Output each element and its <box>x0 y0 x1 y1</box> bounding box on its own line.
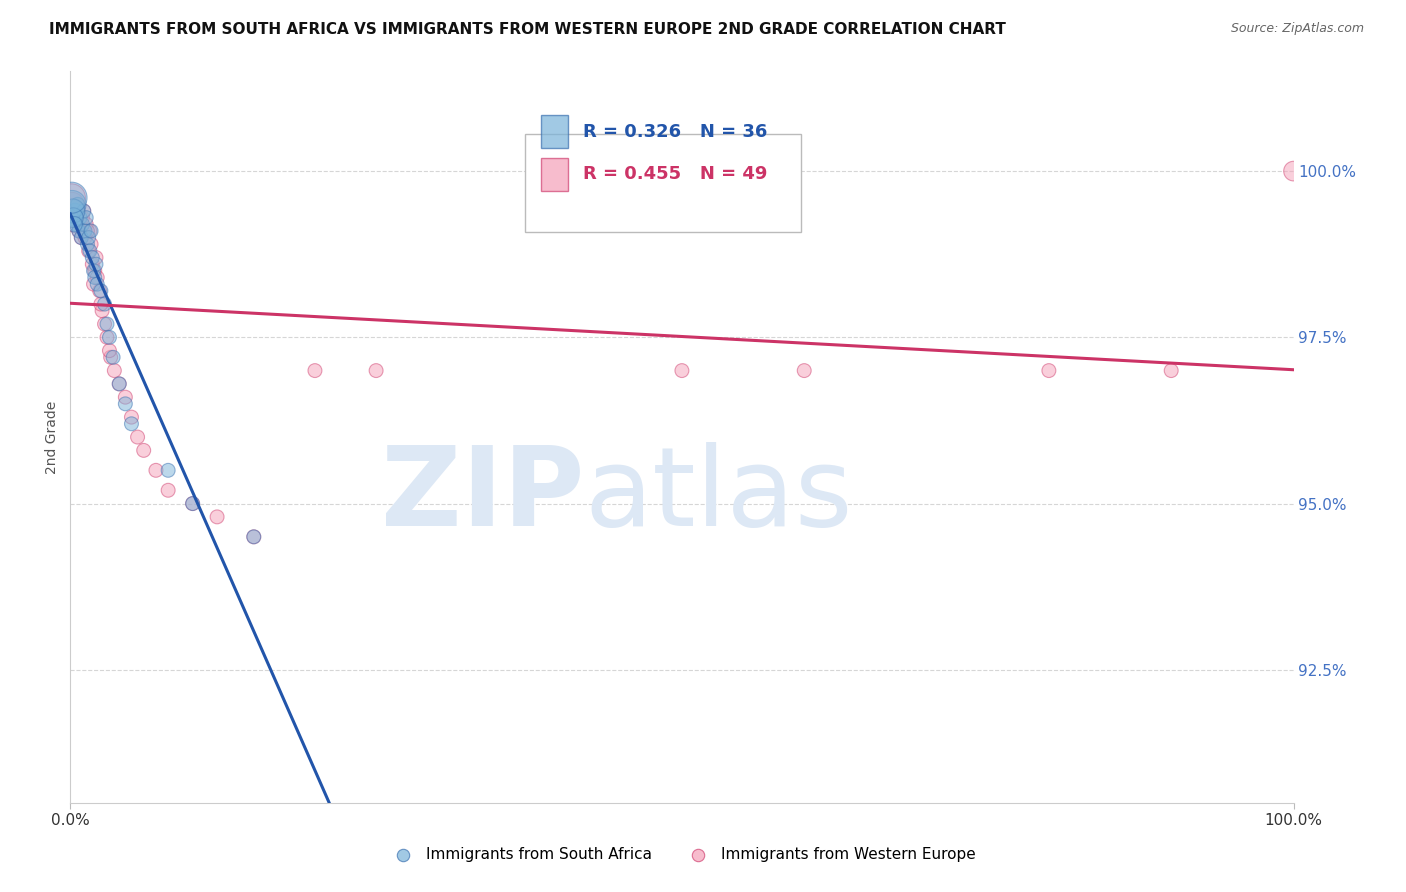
Point <box>66 197 89 211</box>
Point <box>60 197 83 211</box>
Text: atlas: atlas <box>583 442 852 549</box>
Point <box>98 330 121 344</box>
Point <box>181 497 204 511</box>
Point <box>1038 363 1060 377</box>
Point <box>366 363 388 377</box>
Point <box>65 211 87 225</box>
Point <box>73 204 96 219</box>
Point <box>671 363 693 377</box>
Point <box>69 211 91 225</box>
Point <box>82 257 104 271</box>
Point <box>90 297 112 311</box>
Point <box>84 251 107 265</box>
Point <box>108 376 131 391</box>
Text: ZIP: ZIP <box>381 442 583 549</box>
Point <box>83 264 105 278</box>
Text: IMMIGRANTS FROM SOUTH AFRICA VS IMMIGRANTS FROM WESTERN EUROPE 2ND GRADE CORRELA: IMMIGRANTS FROM SOUTH AFRICA VS IMMIGRAN… <box>49 22 1007 37</box>
Point <box>80 224 103 238</box>
Point <box>65 217 87 231</box>
FancyBboxPatch shape <box>526 134 800 232</box>
Text: R = 0.326   N = 36: R = 0.326 N = 36 <box>583 123 768 141</box>
Point <box>157 483 180 498</box>
Point <box>62 211 84 225</box>
Point <box>1282 164 1305 178</box>
Point <box>72 211 94 225</box>
FancyBboxPatch shape <box>541 115 568 148</box>
Point <box>90 284 112 298</box>
Point <box>793 363 815 377</box>
Point <box>86 277 108 292</box>
Point <box>114 390 136 404</box>
Point <box>91 303 114 318</box>
Point <box>86 270 108 285</box>
Point <box>79 224 101 238</box>
Point <box>98 343 121 358</box>
Point <box>93 317 115 331</box>
Point <box>121 410 143 425</box>
Point <box>243 530 266 544</box>
Point <box>89 284 111 298</box>
Point <box>243 530 266 544</box>
Point <box>60 197 83 211</box>
Point <box>304 363 326 377</box>
Point <box>60 191 83 205</box>
Point <box>132 443 155 458</box>
Point <box>103 363 125 377</box>
FancyBboxPatch shape <box>541 158 568 191</box>
Point <box>114 397 136 411</box>
Point <box>79 244 101 258</box>
Point <box>75 217 97 231</box>
Point <box>63 211 86 225</box>
Point <box>77 230 100 244</box>
Point <box>69 217 91 231</box>
Point <box>83 270 105 285</box>
Point <box>145 463 167 477</box>
Point <box>76 237 98 252</box>
Point <box>60 191 83 205</box>
Point <box>93 297 115 311</box>
Point <box>62 204 84 219</box>
Point <box>72 217 94 231</box>
Point <box>96 317 118 331</box>
Point <box>96 330 118 344</box>
Point <box>127 430 149 444</box>
Point <box>121 417 143 431</box>
Point <box>181 497 204 511</box>
Point <box>84 257 107 271</box>
Point <box>205 509 228 524</box>
Point <box>157 463 180 477</box>
Y-axis label: 2nd Grade: 2nd Grade <box>45 401 59 474</box>
Point <box>73 204 96 219</box>
Point <box>73 224 96 238</box>
Text: R = 0.455   N = 49: R = 0.455 N = 49 <box>583 165 768 183</box>
Point <box>108 376 131 391</box>
Point <box>67 224 90 238</box>
Point <box>70 230 93 244</box>
Point <box>62 204 84 219</box>
Legend: Immigrants from South Africa, Immigrants from Western Europe: Immigrants from South Africa, Immigrants… <box>382 841 981 868</box>
Point <box>63 217 86 231</box>
Text: Source: ZipAtlas.com: Source: ZipAtlas.com <box>1230 22 1364 36</box>
Point <box>75 211 97 225</box>
Point <box>63 204 86 219</box>
Point <box>82 251 104 265</box>
Point <box>101 351 124 365</box>
Point <box>62 211 84 225</box>
Point <box>67 224 90 238</box>
Point <box>73 230 96 244</box>
Point <box>63 204 86 219</box>
Point <box>63 217 86 231</box>
Point <box>66 197 89 211</box>
Point <box>70 230 93 244</box>
Point <box>77 244 100 258</box>
Point <box>76 224 98 238</box>
Point <box>100 351 122 365</box>
Point <box>83 277 105 292</box>
Point <box>83 264 105 278</box>
Point <box>80 237 103 252</box>
Point <box>1160 363 1182 377</box>
